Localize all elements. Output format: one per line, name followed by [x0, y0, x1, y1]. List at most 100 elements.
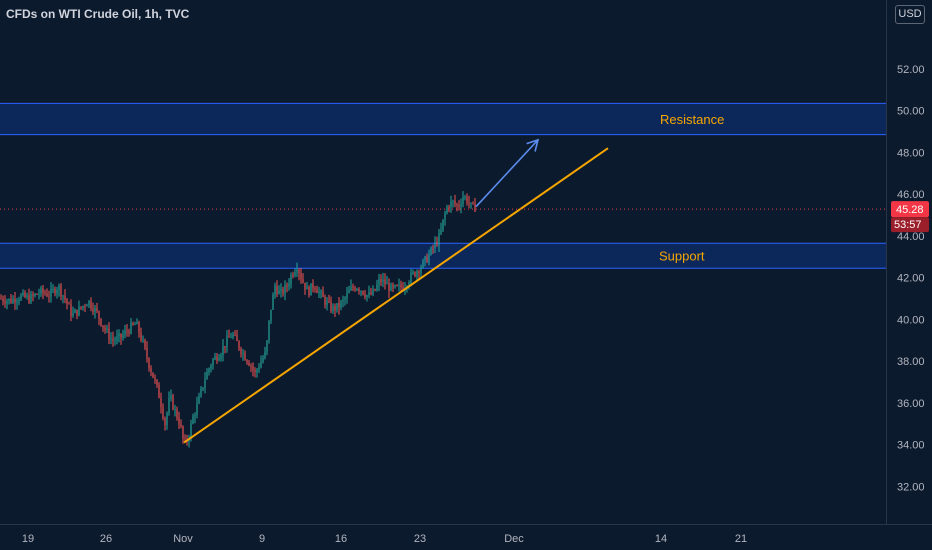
price-axis[interactable]: 32.00 34.00 36.00 38.00 40.00 42.00 44.00 46.00… [886, 0, 932, 550]
candle-body [434, 242, 436, 248]
candle-body [210, 365, 212, 369]
candle-body [194, 415, 196, 417]
candle-body [450, 201, 452, 208]
candle-body [108, 328, 110, 340]
candle-body [454, 200, 456, 205]
candle-body [412, 272, 414, 274]
candle-body [192, 416, 194, 424]
zone-resistance [0, 103, 886, 135]
candle-body [240, 348, 242, 354]
price-tick-label: 34.00 [897, 440, 925, 452]
candle-body [212, 359, 214, 366]
candle-body [2, 298, 4, 302]
candle-body [304, 282, 306, 290]
candle-body [102, 325, 104, 328]
candle-body [30, 294, 32, 303]
candle-body [50, 288, 52, 297]
candle-body [74, 309, 76, 313]
candle-body [82, 305, 84, 308]
candle-body [52, 288, 54, 290]
candle-body [280, 288, 282, 291]
candle-body [332, 305, 334, 311]
candle-body [8, 298, 10, 301]
candle-body [422, 260, 424, 268]
candle-body [286, 285, 288, 287]
candle-body [200, 388, 202, 396]
countdown-badge [891, 217, 929, 233]
time-tick-label: 21 [735, 533, 747, 545]
candle-body [426, 256, 428, 263]
candle-body [42, 288, 44, 293]
projection-arrow-head [526, 138, 540, 152]
candle-body [58, 285, 60, 290]
chart-title: CFDs on WTI Crude Oil, 1h, TVC [6, 7, 190, 21]
candle-body [302, 279, 304, 283]
candle-body [396, 285, 398, 287]
zone-label-resistance: Resistance [660, 112, 724, 127]
candle-body [238, 341, 240, 349]
candle-body [16, 301, 18, 303]
candle-body [148, 358, 150, 369]
candle-body [118, 333, 120, 337]
candle-body [18, 299, 20, 302]
candle-body [164, 418, 166, 426]
candle-body [10, 298, 12, 303]
currency-button[interactable]: USD [895, 5, 925, 24]
candle-body [232, 334, 234, 338]
price-tick-label: 32.00 [897, 481, 925, 493]
candle-body [372, 289, 374, 295]
last-price-badge [891, 201, 929, 218]
candle-body [150, 368, 152, 373]
candle-body [300, 273, 302, 280]
candle-body [134, 324, 136, 326]
candle-body [340, 301, 342, 308]
candle-body [34, 293, 36, 296]
candle-body [86, 305, 88, 307]
candle-body [112, 338, 114, 341]
price-tick-label: 40.00 [897, 314, 925, 326]
candle-body [376, 284, 378, 291]
price-tick-label: 42.00 [897, 273, 925, 285]
candle-body [456, 204, 458, 206]
price-axis-background [886, 0, 932, 550]
candle-body [98, 311, 100, 319]
candle-body [208, 368, 210, 373]
candle-body [264, 351, 266, 359]
candle-body [402, 287, 404, 291]
candle-body [388, 283, 390, 291]
candle-body [250, 365, 252, 367]
candle-body [104, 327, 106, 330]
candle-body [312, 283, 314, 288]
candle-body [26, 295, 28, 298]
candle-body [276, 286, 278, 294]
candle-body [22, 292, 24, 296]
candle-body [80, 306, 82, 308]
candle-body [178, 418, 180, 425]
candle-body [84, 305, 86, 307]
candle-body [468, 202, 470, 204]
candle-body [336, 303, 338, 311]
candle-body [266, 340, 268, 352]
candle-body [330, 301, 332, 311]
candle-body [370, 292, 372, 295]
candle-body [338, 303, 340, 308]
candle-body [234, 334, 236, 336]
candle-body [226, 336, 228, 348]
candle-body [324, 296, 326, 305]
candle-body [174, 409, 176, 411]
time-tick-label: 14 [655, 533, 667, 545]
candle-body [68, 303, 70, 305]
candle-body [114, 340, 116, 342]
time-tick-label: 9 [259, 533, 265, 545]
candle-body [284, 285, 286, 294]
candle-body [168, 398, 170, 414]
candle-body [136, 322, 138, 325]
candle-body [292, 275, 294, 277]
candle-body [384, 279, 386, 285]
time-axis[interactable]: 19 26 Nov 9 16 23 Dec 14 21 [0, 524, 932, 550]
candle-body [348, 290, 350, 294]
candle-body [206, 372, 208, 380]
overlays-layer [0, 138, 886, 444]
candle-body [466, 196, 468, 203]
